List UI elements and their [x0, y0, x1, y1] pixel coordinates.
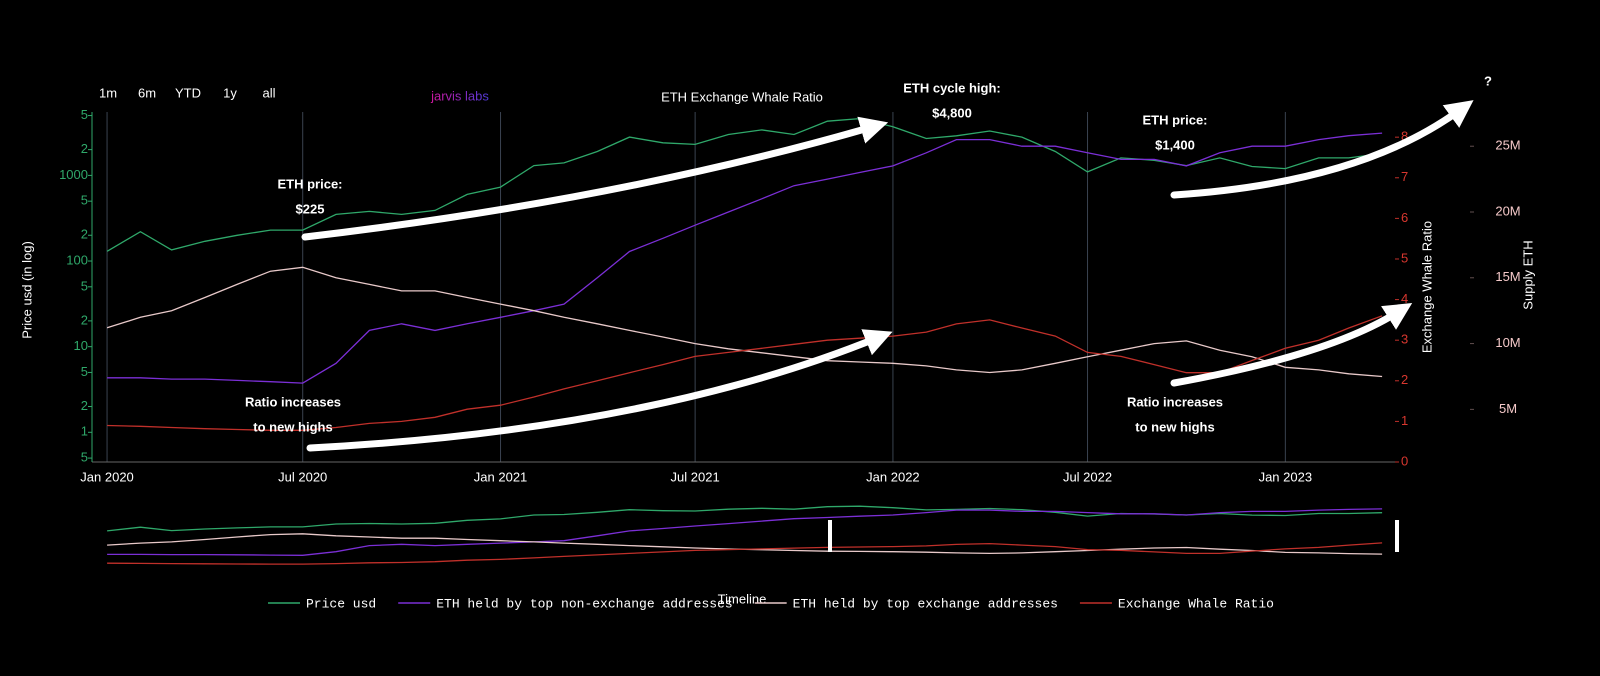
range-button[interactable]: 1y: [223, 85, 237, 100]
annotation: ETH cycle high:: [903, 80, 1001, 95]
annotation: to new highs: [1135, 419, 1214, 434]
y2-tick-label: 0: [1401, 453, 1408, 468]
y2-tick-label: 6: [1401, 210, 1408, 225]
navigator-handle: [1395, 520, 1399, 552]
y3-axis-title: Supply ETH: [1520, 240, 1535, 309]
annotation: $4,800: [932, 105, 972, 120]
y-tick-label: 10: [74, 338, 88, 353]
arrows: [301, 100, 1474, 452]
range-button[interactable]: 6m: [138, 85, 156, 100]
y-tick-label: 100: [66, 252, 88, 267]
annotation: ?: [1484, 73, 1492, 88]
y-tick-label: 5: [81, 450, 88, 465]
navigator-handle: [828, 520, 832, 552]
legend-label[interactable]: ETH held by top non-exchange addresses: [436, 596, 732, 611]
legend-label[interactable]: Price usd: [306, 596, 376, 611]
y-axis-title: Price usd (in log): [19, 241, 34, 339]
y-tick-label: 5: [81, 107, 88, 122]
x-tick-label: Jan 2023: [1259, 469, 1313, 484]
chart-title: ETH Exchange Whale Ratio: [661, 89, 823, 104]
annotation: ETH price:: [277, 176, 342, 191]
y2-tick-label: 7: [1401, 169, 1408, 184]
y3-tick-label: 15M: [1495, 269, 1520, 284]
y-tick-label: 1: [81, 424, 88, 439]
y2-tick-label: 3: [1401, 332, 1408, 347]
y2-tick-label: 8: [1401, 129, 1408, 144]
y3-tick-label: 10M: [1495, 335, 1520, 350]
navigator-line: [107, 508, 1383, 556]
series-line: [107, 315, 1383, 431]
x-tick-label: Jul 2020: [278, 469, 327, 484]
navigator-line: [107, 542, 1383, 565]
y-tick-label: 2: [81, 312, 88, 327]
y-tick-label: 1000: [59, 167, 88, 182]
annotation: $225: [296, 201, 325, 216]
range-button[interactable]: all: [262, 85, 275, 100]
y2-tick-label: 5: [1401, 250, 1408, 265]
y2-tick-label: 2: [1401, 372, 1408, 387]
arrow: [306, 329, 893, 452]
logo: jarvis labs: [430, 88, 489, 103]
y-tick-label: 5: [81, 193, 88, 208]
annotation: $1,400: [1155, 137, 1195, 152]
y2-axis-title: Exchange Whale Ratio: [1419, 221, 1434, 353]
legend-label[interactable]: ETH held by top exchange addresses: [793, 596, 1058, 611]
annotation: Ratio increases: [245, 394, 341, 409]
y2-tick-label: 1: [1401, 413, 1408, 428]
arrow: [301, 116, 889, 241]
y-tick-label: 2: [81, 141, 88, 156]
y3-tick-label: 5M: [1499, 401, 1517, 416]
arrow: [1170, 303, 1413, 387]
range-button[interactable]: 1m: [99, 85, 117, 100]
y3-tick-label: 25M: [1495, 138, 1520, 153]
annotation: ETH price:: [1142, 112, 1207, 127]
y-tick-label: 5: [81, 364, 88, 379]
y2-tick-label: 4: [1401, 291, 1408, 306]
y-tick-label: 2: [81, 227, 88, 242]
x-tick-label: Jan 2021: [474, 469, 528, 484]
arrow: [1170, 100, 1474, 199]
y-tick-label: 2: [81, 398, 88, 413]
annotation: to new highs: [253, 419, 332, 434]
y3-tick-label: 20M: [1495, 203, 1520, 218]
legend-label[interactable]: Exchange Whale Ratio: [1118, 596, 1274, 611]
x-tick-label: Jan 2022: [866, 469, 920, 484]
y-tick-label: 5: [81, 278, 88, 293]
range-button[interactable]: YTD: [175, 85, 201, 100]
x-tick-label: Jul 2021: [671, 469, 720, 484]
x-tick-label: Jul 2022: [1063, 469, 1112, 484]
series-line: [107, 132, 1383, 384]
x-tick-label: Jan 2020: [80, 469, 134, 484]
navigator-title: Timeline: [718, 591, 767, 606]
annotation: Ratio increases: [1127, 394, 1223, 409]
